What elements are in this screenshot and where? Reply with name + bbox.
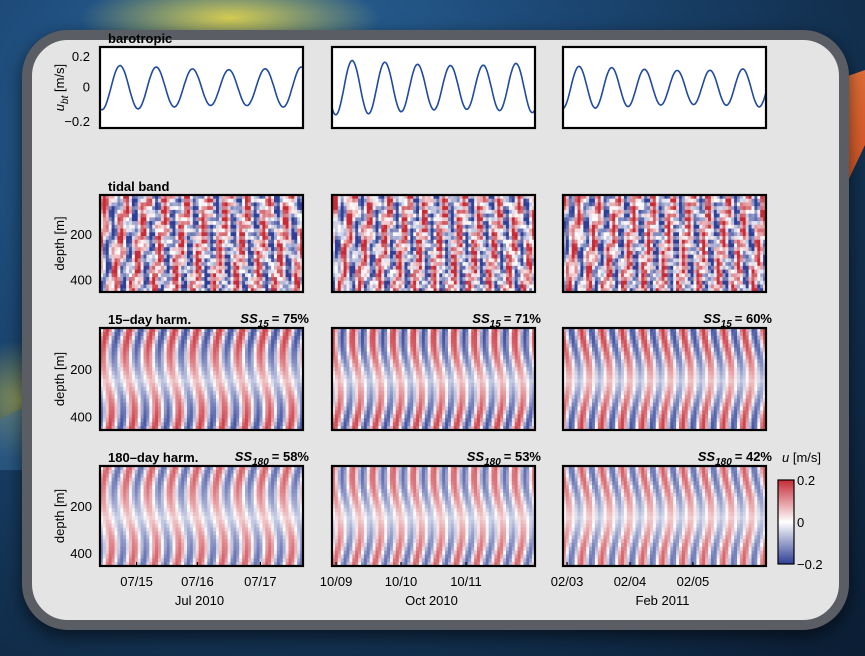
y-tick-label: 400 (70, 272, 92, 287)
heatmap-cells (100, 328, 303, 430)
skill-score-label: SS180 = 53% (467, 449, 542, 468)
heatmap-cells (332, 466, 535, 566)
panel-frame (561, 193, 768, 294)
panel-frame (330, 464, 537, 568)
y-tick-label: 0 (83, 80, 90, 95)
heatmap-cells (332, 328, 535, 430)
barotropic-velocity-series-line (332, 59, 535, 116)
barotropic-velocity-series-line (563, 65, 766, 110)
panel-frame (330, 45, 537, 130)
row-title-2: 15–day harm. (108, 312, 191, 327)
panel-grid: barotropic ubt [m/s]0.2 0 −0.2 tidal band dep… (52, 31, 772, 608)
y-axis-label-3: depth [m] (52, 489, 67, 543)
colorbar-tick-label: 0.2 (797, 473, 815, 488)
y-tick-label: 400 (70, 546, 92, 561)
x-tick-label: 07/16 (181, 574, 214, 589)
panel-r2-c2: SS15 = 60% (561, 311, 772, 432)
panel-r0-c1 (330, 45, 537, 130)
panel-frame (561, 45, 768, 130)
x-month-label: Jul 2010 (175, 593, 224, 608)
panel-frame (98, 193, 305, 294)
row-title-3: 180–day harm. (108, 450, 198, 465)
colorbar-tick-label: 0 (797, 515, 804, 530)
x-tick-label: 02/03 (551, 574, 584, 589)
x-month-label: Oct 2010 (405, 593, 458, 608)
panel-frame (98, 45, 305, 130)
heatmap-cells (563, 328, 766, 430)
panel-frame (330, 326, 537, 432)
skill-score-label: SS15 = 75% (240, 311, 309, 330)
panel-r2-c0: SS15 = 75% (98, 311, 309, 432)
x-tick-label: 07/15 (120, 574, 153, 589)
panel-r2-c1: SS15 = 71% (330, 311, 541, 432)
skill-score-label: SS15 = 60% (703, 311, 772, 330)
y-tick-label: 0.2 (72, 49, 90, 64)
x-month-label: Feb 2011 (636, 593, 690, 608)
skill-score-label: SS15 = 71% (472, 311, 541, 330)
heatmap-cells (332, 195, 535, 292)
y-tick-label: −0.2 (64, 114, 90, 129)
row-title-1: tidal band (108, 179, 169, 194)
panel-frame (98, 464, 305, 568)
colorbar-label: u [m/s] (782, 450, 821, 465)
y-axis-label-2: depth [m] (52, 352, 67, 406)
colorbar-tick-label: −0.2 (797, 557, 823, 572)
panel-r3-c2: SS180 = 42% (561, 449, 773, 568)
x-tick-label: 10/11 (450, 574, 482, 589)
panel-r3-c1: SS180 = 53% (330, 449, 542, 568)
panel-r3-c0: SS180 = 58% (98, 449, 310, 568)
panel-frame (561, 464, 768, 568)
y-axis-label-0: ubt [m/s] (52, 64, 71, 111)
panel-frame (561, 326, 768, 432)
panel-r1-c2 (561, 193, 768, 294)
heatmap-cells (100, 466, 303, 566)
panel-frame (98, 326, 305, 432)
panel-r1-c0 (98, 193, 305, 294)
heatmap-cells (563, 195, 766, 292)
skill-score-label: SS180 = 42% (698, 449, 773, 468)
x-tick-label: 02/05 (677, 574, 710, 589)
heatmap-cells (100, 195, 303, 292)
panel-r0-c0 (98, 45, 305, 130)
skill-score-label: SS180 = 58% (235, 449, 310, 468)
x-tick-label: 10/09 (320, 574, 353, 589)
heatmap-cells (563, 466, 766, 566)
colorbar-gradient (777, 479, 795, 565)
y-axis-label-1: depth [m] (52, 216, 67, 270)
x-tick-label: 10/10 (385, 574, 418, 589)
plot-area (332, 47, 535, 128)
colorbar: u [m/s] 0.2 0 −0.2 (777, 450, 823, 572)
row-title-0: barotropic (108, 31, 172, 46)
panel-frame (330, 193, 537, 294)
x-tick-label: 02/04 (614, 574, 647, 589)
y-tick-label: 200 (70, 499, 92, 514)
y-tick-label: 400 (70, 410, 92, 425)
barotropic-velocity-series-line (100, 64, 303, 111)
y-tick-label: 200 (70, 362, 92, 377)
x-tick-label: 07/17 (244, 574, 277, 589)
y-tick-label: 200 (70, 227, 92, 242)
panel-r0-c2 (561, 45, 768, 130)
panel-r1-c1 (330, 193, 537, 294)
plot-area (563, 47, 766, 128)
